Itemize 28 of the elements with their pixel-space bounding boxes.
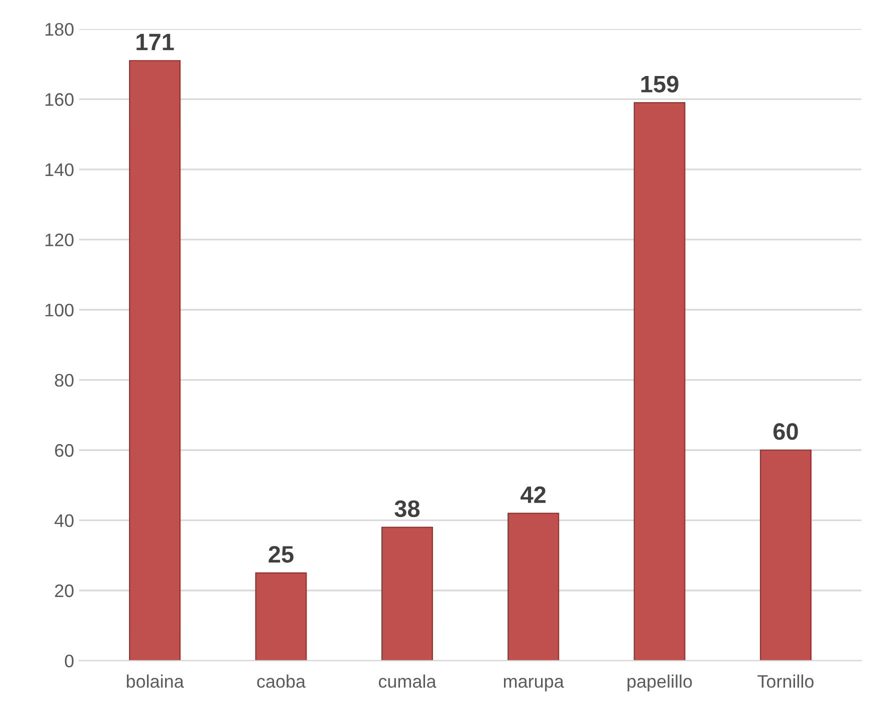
data-label: 25 [268, 546, 294, 563]
y-tick-label: 0 [64, 654, 74, 668]
data-label: 171 [136, 34, 174, 50]
y-tick-label: 60 [55, 444, 74, 457]
y-tick-label: 180 [46, 22, 74, 36]
bar [508, 512, 560, 661]
x-tick-label: Tornillo [758, 674, 814, 688]
x-tick-label: papelillo [628, 674, 692, 692]
data-label: 159 [641, 76, 678, 93]
x-tick-label: marupa [504, 678, 564, 692]
bar [760, 450, 812, 661]
y-tick-label: 20 [55, 584, 74, 598]
data-label: 42 [520, 486, 546, 503]
bar [129, 60, 181, 661]
bar [381, 526, 433, 661]
x-tick-label: cumala [378, 674, 436, 688]
y-tick-label: 80 [54, 374, 74, 387]
bar [255, 572, 307, 661]
y-tick-label: 100 [46, 304, 74, 316]
data-label: 60 [773, 423, 798, 440]
y-tick-label: 140 [46, 163, 74, 176]
x-tick-label: bolaina [126, 674, 184, 688]
data-label: 38 [394, 500, 420, 518]
bar [634, 102, 686, 661]
y-tick-label: 40 [54, 514, 74, 528]
x-tick-label: caoba [257, 674, 306, 688]
y-tick-label: 120 [46, 234, 74, 246]
y-tick-label: 160 [46, 93, 74, 106]
